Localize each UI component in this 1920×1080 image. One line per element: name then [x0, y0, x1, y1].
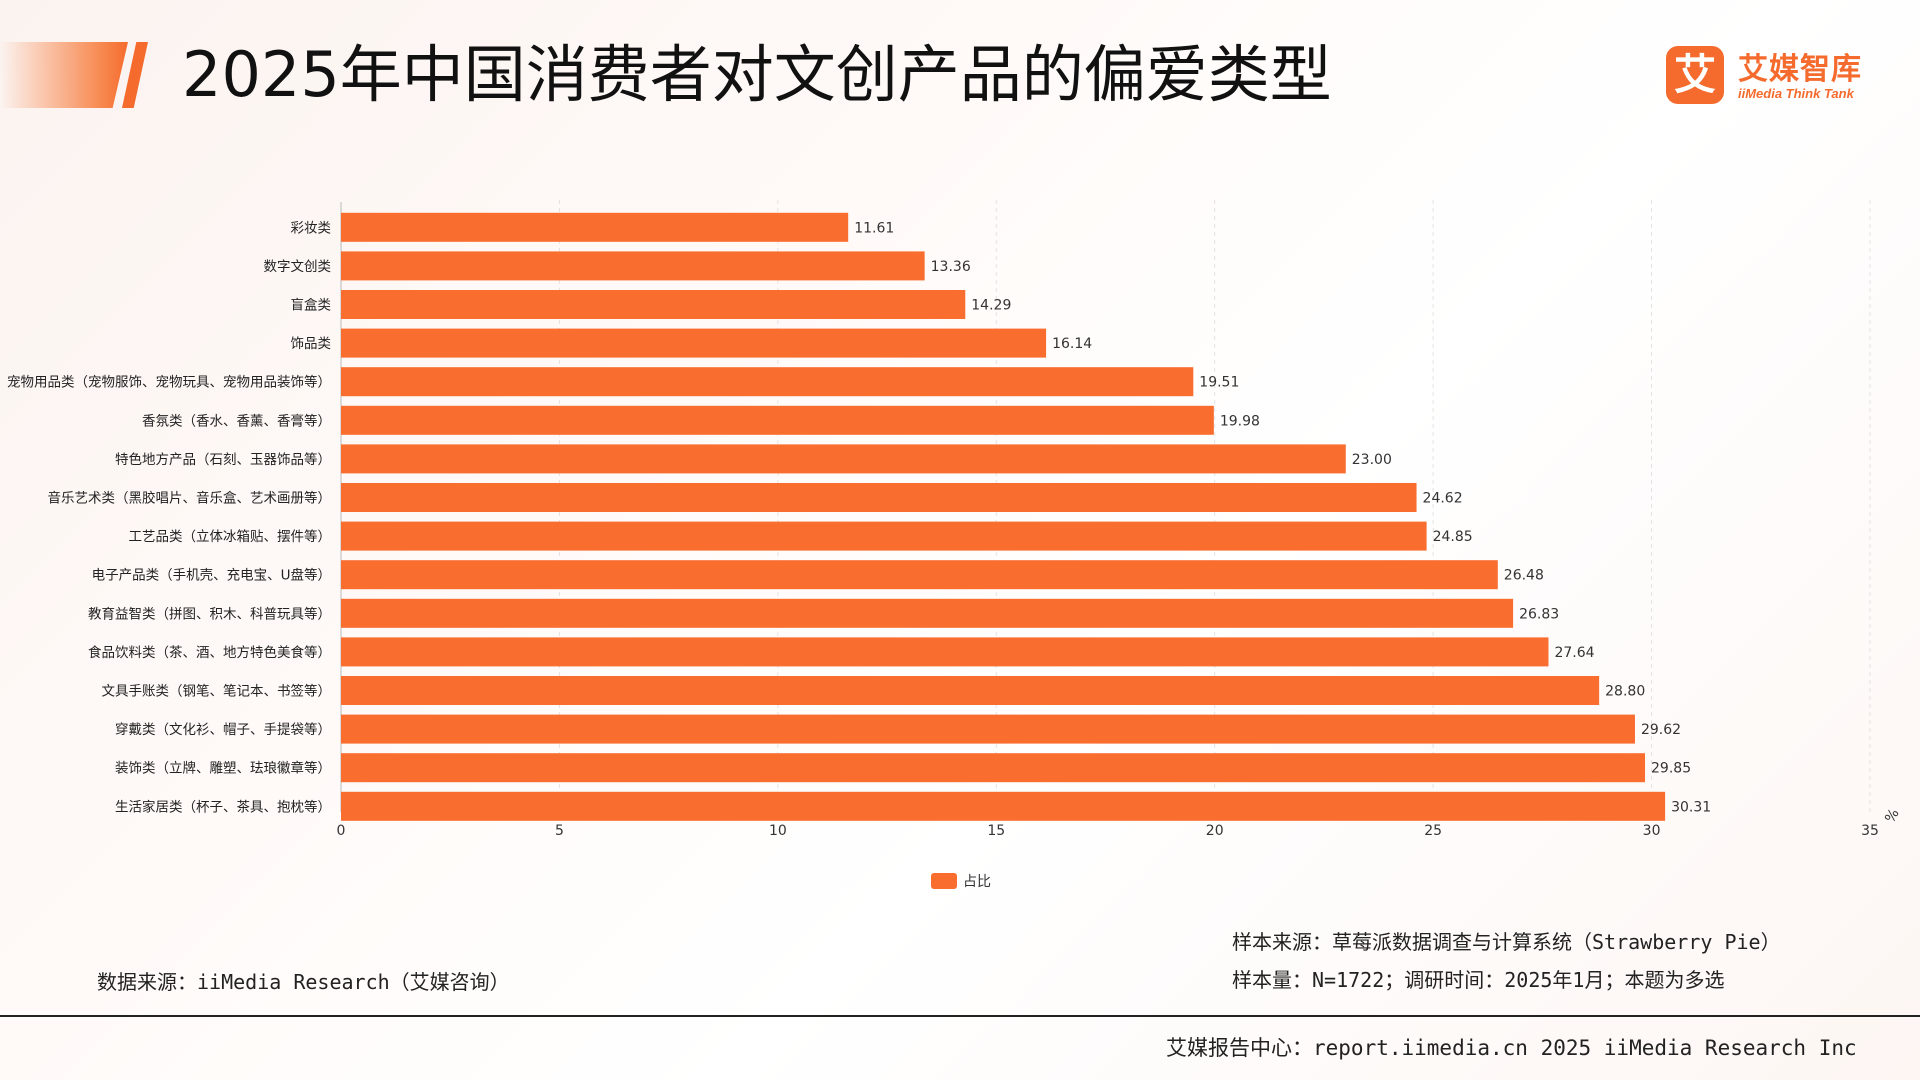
iimedia-logo: 艾 艾媒智库 iiMedia Think Tank [1666, 46, 1866, 108]
bar [341, 483, 1417, 512]
data-label: 29.85 [1651, 761, 1691, 777]
data-label: 19.98 [1220, 413, 1260, 429]
data-label: 24.85 [1433, 529, 1473, 545]
x-tick-label: 10 [769, 823, 787, 839]
category-label: 宠物用品类（宠物服饰、宠物玩具、宠物用品装饰等） [7, 374, 331, 391]
data-label: 30.31 [1671, 799, 1711, 815]
bar [341, 791, 1666, 821]
bar [341, 405, 1214, 435]
category-label: 数字文创类 [264, 259, 332, 275]
data-source-note: 数据来源：iiMedia Research（艾媒咨询） [97, 970, 510, 994]
logo-mark-icon: 艾 [1666, 46, 1724, 104]
bar [341, 598, 1514, 628]
sample-size-note: 样本量：N=1722；调研时间：2025年1月；本题为多选 [1232, 968, 1725, 992]
category-label: 工艺品类（立体冰箱贴、摆件等） [129, 528, 332, 545]
x-tick-label: 15 [987, 823, 1005, 839]
bar [341, 251, 925, 281]
x-tick-label: 20 [1206, 823, 1224, 839]
category-label: 音乐艺术类（黑胶唱片、音乐盒、艺术画册等） [48, 490, 332, 507]
x-tick-label: 5 [555, 823, 564, 839]
data-label: 11.61 [854, 220, 894, 236]
bar [341, 753, 1646, 783]
category-label: 特色地方产品（石刻、玉器饰品等） [115, 451, 331, 468]
bar [341, 637, 1549, 667]
x-tick-label: 30 [1643, 823, 1661, 839]
data-label: 26.83 [1519, 606, 1559, 622]
category-label: 食品饮料类（茶、酒、地方特色美食等） [88, 644, 331, 661]
logo-name: 艾媒智库 [1738, 52, 1862, 87]
category-label: 生活家居类（杯子、茶具、抱枕等） [115, 798, 331, 815]
bar [341, 444, 1346, 474]
data-label: 29.62 [1641, 722, 1681, 738]
legend-swatch [931, 873, 957, 889]
footer-divider [0, 1015, 1920, 1017]
x-axis-unit: % [1882, 806, 1903, 826]
bar [341, 560, 1498, 590]
sample-source-note: 样本来源：草莓派数据调查与计算系统（Strawberry Pie） [1232, 930, 1781, 954]
bar [341, 714, 1635, 744]
x-tick-label: 0 [337, 823, 346, 839]
x-tick-label: 35 [1861, 823, 1879, 839]
bar [341, 676, 1600, 705]
data-label: 14.29 [971, 298, 1011, 314]
bar [341, 290, 966, 319]
page-title: 2025年中国消费者对文创产品的偏爱类型 [182, 38, 1332, 111]
category-label: 文具手账类（钢笔、笔记本、书签等） [102, 683, 332, 700]
bar [341, 521, 1427, 551]
title-accent-band [0, 42, 128, 108]
category-label: 彩妆类 [291, 220, 332, 236]
bar [341, 212, 849, 242]
data-label: 27.64 [1554, 645, 1594, 661]
data-label: 16.14 [1052, 336, 1092, 352]
category-label: 装饰类（立牌、雕塑、珐琅徽章等） [115, 760, 331, 777]
category-label: 教育益智类（拼图、积木、科普玩具等） [88, 605, 331, 622]
category-label: 香氛类（香水、香薰、香膏等） [142, 412, 331, 429]
category-label: 盲盒类 [291, 297, 332, 314]
x-tick-label: 25 [1424, 823, 1442, 839]
data-label: 23.00 [1352, 452, 1392, 468]
legend-label: 占比 [963, 874, 991, 890]
title-accent-slash [122, 42, 148, 108]
data-label: 13.36 [931, 259, 971, 275]
category-label: 穿戴类（文化衫、帽子、手提袋等） [115, 721, 331, 738]
data-label: 24.62 [1423, 491, 1463, 507]
category-label: 饰品类 [291, 336, 332, 352]
bar [341, 367, 1194, 397]
bar-chart: 0 5 10 15 20 25 30 35% 彩妆类 11.61 数字文创类 13.36 盲盒类 14.2… [7, 200, 1903, 890]
logo-subtitle: iiMedia Think Tank [1738, 86, 1854, 101]
category-label: 电子产品类（手机壳、充电宝、U盘等） [92, 567, 331, 584]
data-label: 19.51 [1199, 375, 1239, 391]
data-label: 26.48 [1504, 568, 1544, 584]
data-label: 28.80 [1605, 684, 1645, 700]
footer-credit: 艾媒报告中心：report.iimedia.cn 2025 iiMedia Re… [1166, 1036, 1857, 1060]
bar [341, 328, 1047, 358]
